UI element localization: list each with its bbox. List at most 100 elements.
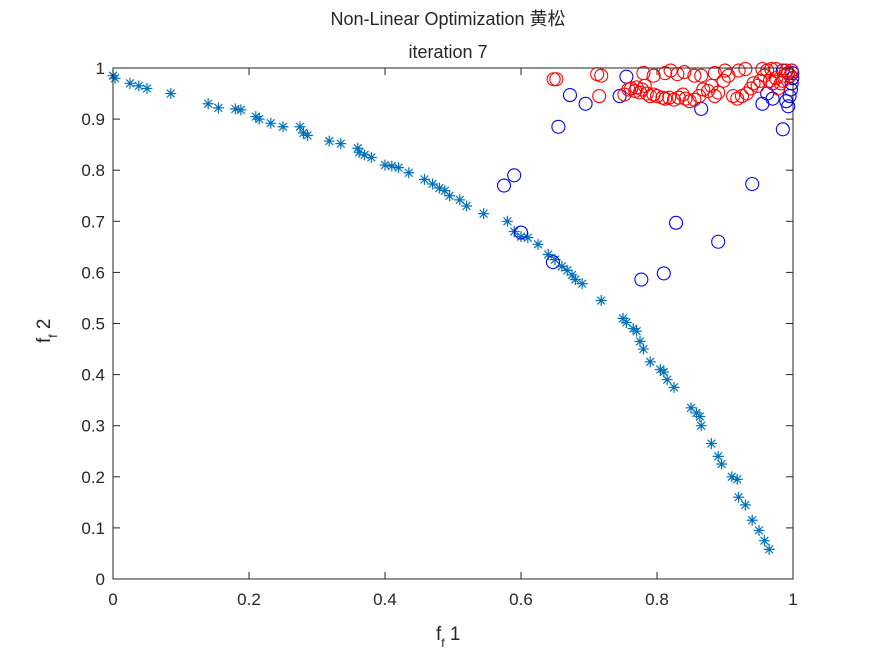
y-axis-label: ff 2 xyxy=(34,319,60,343)
data-point xyxy=(734,89,750,104)
data-point xyxy=(109,72,121,84)
x-tick-label: 0.8 xyxy=(645,590,669,609)
data-point xyxy=(768,61,784,77)
data-point xyxy=(746,76,761,91)
data-point xyxy=(726,89,741,104)
y-tick-label: 0.8 xyxy=(81,161,105,180)
data-point xyxy=(546,72,561,87)
data-point xyxy=(644,356,656,368)
data-point xyxy=(784,63,799,78)
data-point xyxy=(773,76,788,91)
data-point xyxy=(393,162,405,174)
data-point xyxy=(671,90,686,105)
data-point xyxy=(592,89,607,104)
data-point xyxy=(745,176,760,192)
data-point xyxy=(738,61,753,77)
data-point xyxy=(507,168,522,183)
data-point xyxy=(631,325,643,337)
data-point xyxy=(668,215,684,230)
data-point xyxy=(711,85,726,100)
data-point xyxy=(133,80,145,92)
y-tick-label: 0.9 xyxy=(81,110,105,129)
data-point xyxy=(783,68,798,83)
data-point xyxy=(739,499,751,511)
data-point xyxy=(165,88,177,100)
data-point xyxy=(687,68,702,83)
data-point xyxy=(379,159,391,171)
data-point xyxy=(755,61,770,77)
data-point xyxy=(726,471,738,483)
data-point xyxy=(562,88,578,103)
data-point xyxy=(639,86,654,101)
data-point xyxy=(569,274,581,286)
data-point xyxy=(478,208,490,220)
data-point xyxy=(212,102,224,114)
data-point xyxy=(454,194,466,206)
data-point xyxy=(730,91,745,106)
data-point xyxy=(685,402,697,414)
data-point xyxy=(265,117,277,129)
data-point xyxy=(695,420,707,432)
data-point xyxy=(576,278,588,290)
x-tick-label: 0.6 xyxy=(509,590,533,609)
data-point xyxy=(636,66,651,81)
data-point xyxy=(764,61,779,77)
data-point xyxy=(731,63,746,78)
data-point xyxy=(753,524,765,536)
data-point xyxy=(522,232,534,244)
data-point xyxy=(624,81,639,96)
data-point xyxy=(711,234,726,249)
y-tick-label: 0.4 xyxy=(81,366,105,385)
data-point xyxy=(705,438,717,450)
data-point xyxy=(359,149,371,161)
y-axis-ticks: 0 0.1 0.2 0.3 0.4 0.5 0.6 0.7 0.8 0.9 1 xyxy=(81,59,793,589)
data-point xyxy=(694,411,706,423)
data-point xyxy=(677,65,692,80)
data-point xyxy=(712,450,724,462)
data-point xyxy=(781,99,796,114)
chart-title: Non-Linear Optimization 黄松 xyxy=(330,9,565,29)
data-point xyxy=(733,491,745,503)
y-tick-label: 0.1 xyxy=(81,519,105,538)
data-point xyxy=(461,200,473,212)
data-point xyxy=(661,374,673,386)
data-point xyxy=(549,72,564,87)
data-point xyxy=(352,142,364,154)
data-point xyxy=(496,178,512,193)
data-point xyxy=(323,135,335,147)
data-point xyxy=(124,77,136,89)
plot-area-frame xyxy=(112,67,794,580)
chart-subtitle: iteration 7 xyxy=(408,42,487,62)
y-axis-label-suffix: 2 xyxy=(34,319,55,335)
data-point xyxy=(403,167,415,179)
y-tick-label: 0.7 xyxy=(81,212,105,231)
data-point xyxy=(716,73,731,88)
data-point xyxy=(501,215,513,227)
y-tick-label: 0.6 xyxy=(81,263,105,282)
data-point xyxy=(439,185,451,197)
x-axis-ticks: 0 0.2 0.4 0.6 0.8 1 xyxy=(108,68,798,609)
data-point xyxy=(235,104,247,116)
data-point xyxy=(658,366,670,378)
x-tick-label: 0 xyxy=(108,590,117,609)
data-point xyxy=(595,295,607,307)
data-point xyxy=(707,89,722,104)
data-point xyxy=(386,160,398,172)
data-point xyxy=(619,69,634,84)
data-point xyxy=(556,260,568,272)
data-point xyxy=(532,238,544,250)
x-axis-label: ff 1 xyxy=(436,624,460,650)
data-point xyxy=(717,63,733,78)
data-point xyxy=(620,316,632,328)
data-point xyxy=(542,249,554,261)
data-point xyxy=(578,96,593,111)
data-point xyxy=(545,255,561,270)
data-point xyxy=(365,151,377,163)
data-point xyxy=(637,343,649,355)
data-point xyxy=(444,190,456,202)
data-point xyxy=(765,91,780,106)
series-1 xyxy=(107,70,775,555)
data-layer xyxy=(107,61,800,555)
data-point xyxy=(755,96,770,111)
